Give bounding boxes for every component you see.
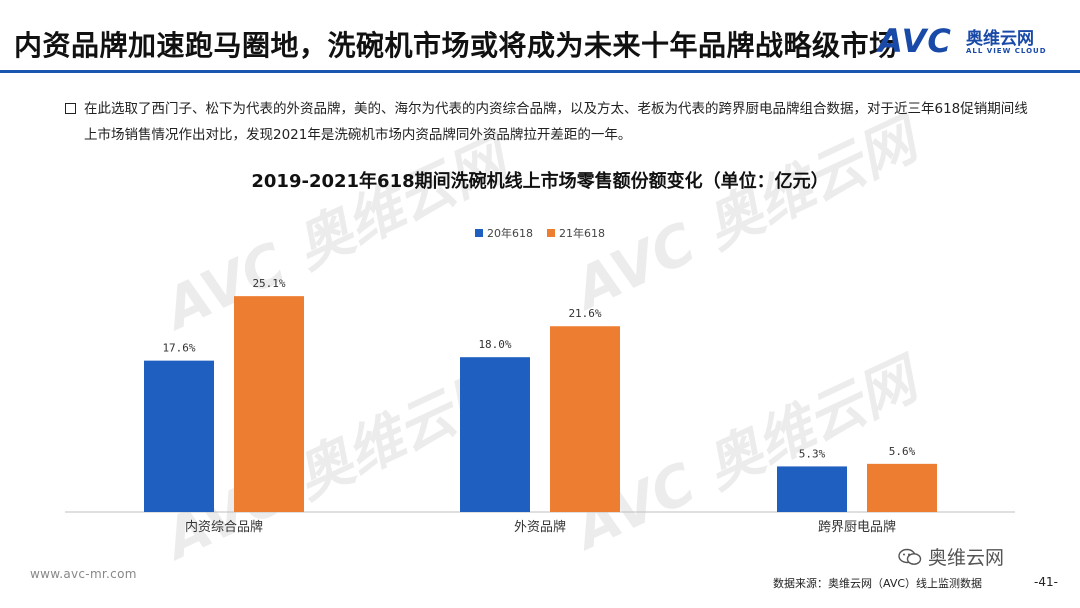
wechat-label: 奥维云网 (928, 547, 1005, 569)
bar-20-1 (460, 357, 530, 512)
legend-item-21: 21年618 (547, 225, 605, 241)
logo-cn: 奥维云网 (966, 29, 1034, 49)
bar-20-2 (777, 466, 847, 512)
description-text: 在此选取了西门子、松下为代表的外资品牌，美的、海尔为代表的内资综合品牌，以及方太… (84, 101, 1028, 143)
page-number: -41- (1034, 575, 1058, 589)
bar-21-2 (867, 463, 937, 512)
logo-text: AVC (878, 22, 952, 60)
logo-en: ALL VIEW CLOUD (966, 47, 1047, 55)
data-label: 21.6% (568, 307, 601, 320)
bar-20-0 (144, 360, 214, 512)
data-source: 数据来源：奥维云网（AVC）线上监测数据 (773, 577, 983, 590)
data-label: 25.1% (252, 277, 285, 290)
page-title: 内资品牌加速跑马圈地，洗碗机市场或将成为未来十年品牌战略级市场 (14, 29, 898, 62)
category-label: 外资品牌 (514, 519, 566, 535)
chart-title: 2019-2021年618期间洗碗机线上市场零售额份额变化（单位：亿元） (251, 171, 829, 192)
chart-legend: 20年618 21年618 (0, 225, 1080, 241)
legend-label: 21年618 (559, 227, 605, 240)
header-divider (0, 70, 1080, 73)
legend-swatch-orange (547, 229, 555, 237)
wechat-badge: 奥维云网 (898, 543, 1004, 570)
data-label: 5.6% (889, 445, 916, 458)
footer-url[interactable]: www.avc-mr.com (30, 567, 137, 581)
data-label: 5.3% (799, 447, 826, 460)
bar-21-0 (234, 296, 304, 512)
bullet-square-icon (65, 103, 76, 114)
data-label: 17.6% (162, 342, 195, 355)
category-label: 内资综合品牌 (185, 519, 263, 535)
category-label: 跨界厨电品牌 (818, 519, 896, 535)
legend-label: 20年618 (487, 227, 533, 240)
legend-swatch-blue (475, 229, 483, 237)
data-label: 18.0% (478, 338, 511, 351)
wechat-icon (898, 548, 922, 566)
brand-logo: AVC 奥维云网 ALL VIEW CLOUD (878, 22, 1058, 62)
bar-21-1 (550, 326, 620, 512)
legend-item-20: 20年618 (475, 225, 533, 241)
